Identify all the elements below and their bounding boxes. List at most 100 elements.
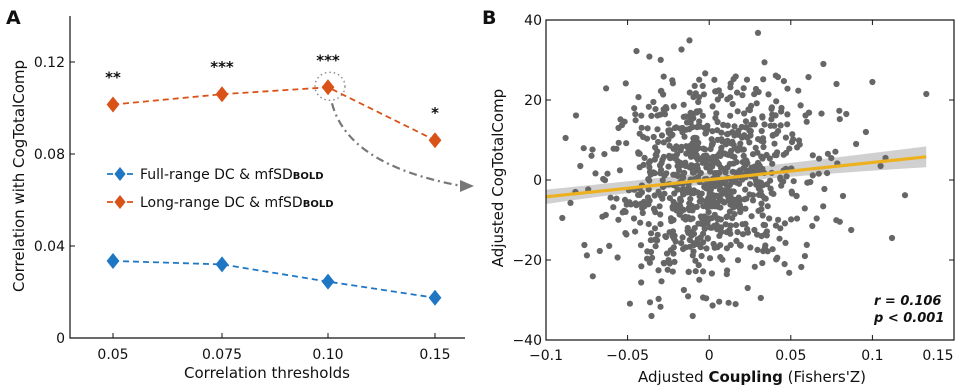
- panel-b-point: [700, 239, 707, 246]
- panel-b-point: [681, 133, 688, 140]
- panel-b-point: [669, 203, 676, 210]
- panel-b-point: [765, 91, 772, 98]
- panel-b-point: [755, 191, 763, 198]
- panel-b-point: [660, 153, 668, 160]
- panel-b-point: [698, 252, 705, 260]
- panel-b-point: [762, 242, 769, 249]
- panel-b-point: [613, 195, 620, 202]
- panel-b-x-axis-label: Adjusted Coupling (Fishers'Z): [638, 368, 866, 386]
- panel-b-point: [734, 129, 742, 136]
- panel-a-y-tick-label: 0: [56, 331, 65, 347]
- panel-b-point: [742, 205, 749, 212]
- panel-b-point: [818, 110, 825, 117]
- panel-b-point: [735, 194, 742, 201]
- panel-b-point: [732, 222, 740, 229]
- panel-b-point: [626, 300, 634, 307]
- panel-b-point: [725, 130, 732, 137]
- panel-a-chart: Correlation with CogTotalComp Correlatio…: [10, 16, 474, 382]
- panel-b-point: [615, 139, 622, 146]
- panel-b-point: [675, 173, 682, 180]
- panel-b-point: [669, 268, 676, 275]
- panel-b-point: [737, 242, 744, 249]
- panel-a-annotation-arrowhead: [460, 180, 474, 192]
- panel-b-point: [784, 85, 791, 92]
- panel-b-point: [700, 268, 707, 275]
- panel-b-point: [768, 104, 776, 111]
- panel-b-point: [719, 198, 726, 205]
- panel-b-point: [708, 270, 716, 277]
- panel-b-point: [649, 254, 656, 261]
- panel-b-point: [784, 121, 791, 128]
- panel-b-point: [685, 268, 692, 275]
- panel-b-point: [559, 214, 566, 222]
- panel-b-p-stat: p < 0.001: [873, 311, 944, 326]
- panel-b-point: [658, 132, 666, 139]
- panel-b-point: [686, 37, 693, 44]
- panel-b-point: [698, 190, 705, 197]
- panel-b-point: [711, 76, 718, 83]
- panel-a-series: ***** ****: [105, 51, 442, 306]
- panel-b-point: [589, 273, 596, 280]
- panel-b-point: [678, 240, 685, 247]
- panel-b-point: [836, 218, 843, 225]
- panel-b-point: [635, 191, 642, 198]
- panel-b-point: [680, 186, 687, 193]
- panel-b-points: [559, 29, 930, 320]
- panel-b-point: [680, 174, 687, 181]
- panel-b-point: [695, 122, 702, 129]
- panel-b-point: [790, 178, 797, 185]
- panel-b-point: [666, 260, 673, 267]
- panel-b-point: [718, 136, 725, 143]
- panel-b-point: [769, 246, 776, 253]
- panel-b-point: [760, 248, 767, 255]
- panel-b-point: [769, 111, 776, 118]
- panel-b-point: [766, 155, 773, 162]
- panel-b-point: [686, 147, 693, 154]
- panel-b-point: [630, 215, 638, 222]
- panel-b-point: [710, 240, 717, 248]
- panel-b-point: [764, 248, 771, 255]
- panel-a-series-line-1: [112, 260, 436, 299]
- panel-a-marker: [321, 79, 335, 96]
- panel-b-point: [657, 88, 665, 95]
- panel-a-legend-marker: [114, 167, 126, 181]
- panel-b-point: [709, 103, 716, 110]
- panel-b-point: [685, 214, 692, 221]
- panel-b-point: [648, 112, 655, 119]
- panel-b-point: [696, 276, 703, 283]
- panel-b-point: [759, 113, 766, 120]
- panel-b-point: [742, 220, 749, 227]
- panel-b-point: [801, 205, 808, 212]
- panel-a-x-tick-label: 0.075: [202, 347, 242, 363]
- panel-b-point: [877, 162, 884, 170]
- panel-b-point: [645, 186, 652, 193]
- panel-b-point: [704, 126, 711, 133]
- panel-b-point: [638, 263, 645, 270]
- panel-b-point: [742, 118, 750, 125]
- panel-b-point: [727, 80, 734, 87]
- panel-b-point: [797, 102, 804, 109]
- panel-b-point: [637, 219, 644, 226]
- panel-b-point: [577, 162, 584, 170]
- panel-b-x-axis-label-suffix: (Fishers'Z): [783, 368, 866, 386]
- panel-b-point: [678, 46, 685, 53]
- panel-b-point: [660, 259, 667, 267]
- panel-b-point: [772, 222, 780, 229]
- panel-b-point: [730, 188, 737, 195]
- panel-a-significance-label: **: [105, 69, 121, 87]
- panel-b-point: [709, 140, 716, 147]
- panel-b-point: [671, 190, 678, 197]
- panel-b-point: [688, 232, 695, 239]
- panel-b-point: [704, 184, 711, 191]
- panel-a-y-tick-label: 0.04: [34, 239, 65, 255]
- panel-b-point: [703, 245, 710, 252]
- panel-b-point: [824, 170, 831, 177]
- panel-b-point: [679, 124, 686, 132]
- panel-b-point: [680, 286, 688, 294]
- panel-b-point: [740, 85, 747, 92]
- panel-b-y-tick-label: 20: [524, 93, 542, 109]
- panel-b-chart: Adjusted CogTotalComp Adjusted Coupling …: [489, 13, 955, 386]
- panel-b-point: [733, 237, 740, 244]
- panel-b-point: [658, 278, 665, 285]
- panel-b-point: [746, 181, 754, 188]
